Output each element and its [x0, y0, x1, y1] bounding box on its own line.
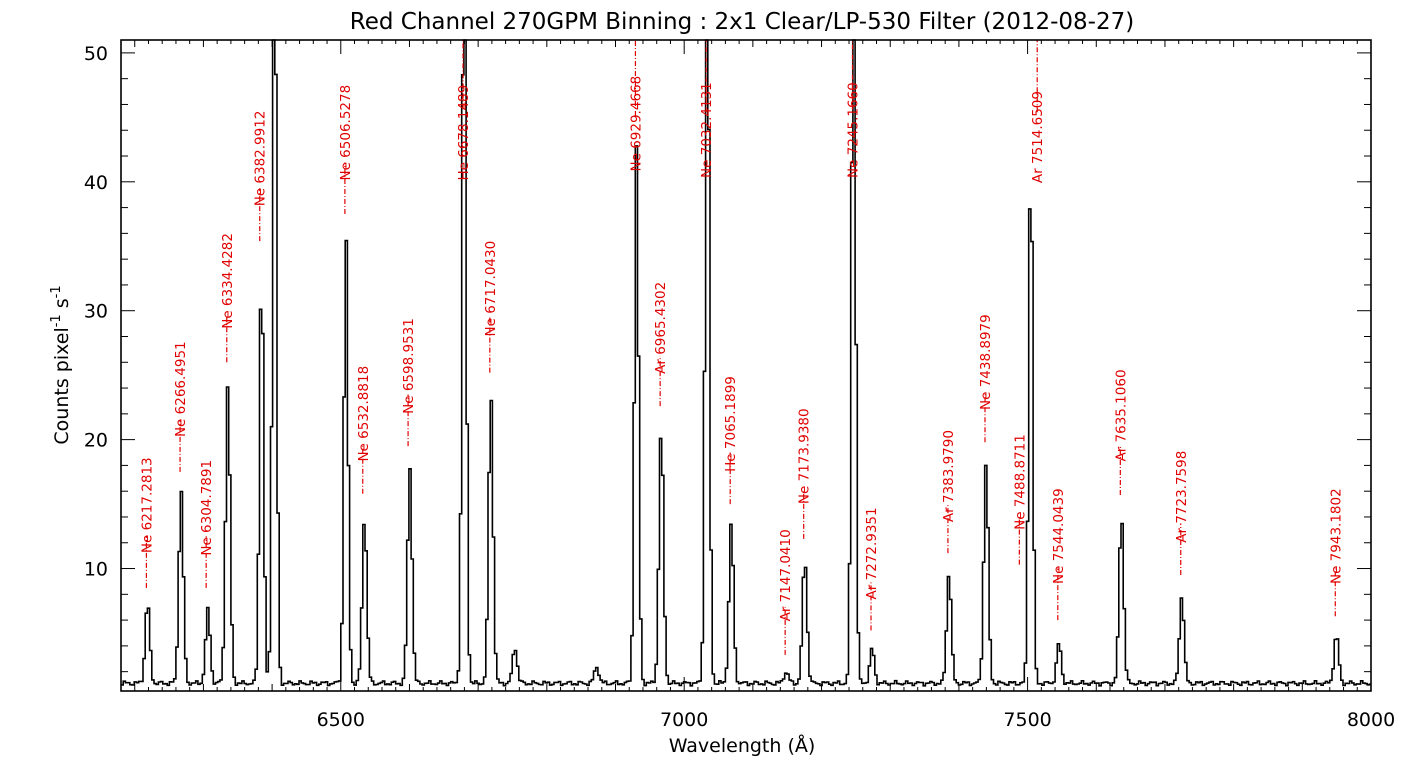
line-id-label: Ar 7635.1060 [1113, 369, 1129, 461]
y-axis-label-mid: s [51, 298, 73, 314]
y-tick-label: 40 [84, 172, 108, 194]
y-axis-label-sup1: -1 [49, 314, 64, 327]
line-id-label: Ne 7438.8979 [978, 314, 994, 410]
y-tick-label: 10 [84, 559, 108, 581]
line-id-label: Ar 7272.9351 [864, 507, 880, 599]
line-id-label: He 7065.1899 [723, 376, 739, 472]
y-tick-label: 50 [84, 43, 108, 65]
line-identifications: Ne 6217.2813 Ne 6266.4951 Ne 6304.7891 Ne 6… [139, 40, 1344, 655]
line-id-label: Ne 7488.8711 [1012, 434, 1028, 530]
spectrum-series [121, 39, 1371, 687]
x-tick-label: 8000 [1347, 709, 1395, 731]
line-id-label: Ar 6965.4302 [653, 282, 669, 374]
y-axis-label-sup2: -1 [49, 285, 64, 298]
line-id-label: Ne 7943.1802 [1328, 488, 1344, 584]
line-id-label: Ar 7514.6509 [1030, 91, 1046, 183]
line-id-label: Ne 7245.1660 [845, 82, 861, 178]
line-id-label: Ne 6532.8818 [356, 366, 372, 462]
line-id-label: Ne 6598.9531 [401, 318, 417, 414]
line-id-label: Ne 6266.4951 [173, 341, 189, 437]
line-id-label: Ne 6304.7891 [199, 460, 215, 556]
line-id-label: Ar 7723.7598 [1174, 451, 1190, 543]
line-id-label: Ne 6217.2813 [139, 457, 155, 553]
y-tick-label: 20 [84, 430, 108, 452]
line-id-label: Ne 6717.0430 [483, 241, 499, 337]
axis-tick-labels: 6500 7000 7500 8000 10 20 30 40 50 [84, 43, 1395, 731]
line-id-label: Ar 7383.9790 [941, 430, 957, 522]
spectrum-line [121, 39, 1371, 687]
line-id-label: Ne 7032.4131 [699, 82, 715, 178]
plot-frame [120, 39, 1372, 692]
line-id-label: He 6678.1489 [456, 85, 472, 181]
line-id-label: Ne 7544.0439 [1051, 488, 1067, 584]
line-id-label: Ne 6929.4668 [628, 76, 644, 172]
line-id-label: Ne 7173.9380 [797, 408, 813, 504]
line-id-label: Ne 6506.5278 [338, 85, 354, 181]
chart-title: Red Channel 270GPM Binning : 2x1 Clear/L… [350, 9, 1134, 35]
line-id-label: Ne 6382.9912 [253, 111, 269, 207]
y-axis-label: Counts pixel-1 s-1 [49, 285, 73, 444]
x-tick-label: 7000 [660, 709, 708, 731]
axis-ticks [121, 40, 1371, 691]
line-id-label: Ar 7147.0410 [778, 529, 794, 621]
y-tick-label: 30 [84, 301, 108, 323]
line-id-label: Ne 6334.4282 [220, 233, 236, 329]
x-tick-label: 6500 [317, 709, 365, 731]
x-axis-label: Wavelength (Å) [669, 734, 816, 757]
x-tick-label: 7500 [1003, 709, 1051, 731]
